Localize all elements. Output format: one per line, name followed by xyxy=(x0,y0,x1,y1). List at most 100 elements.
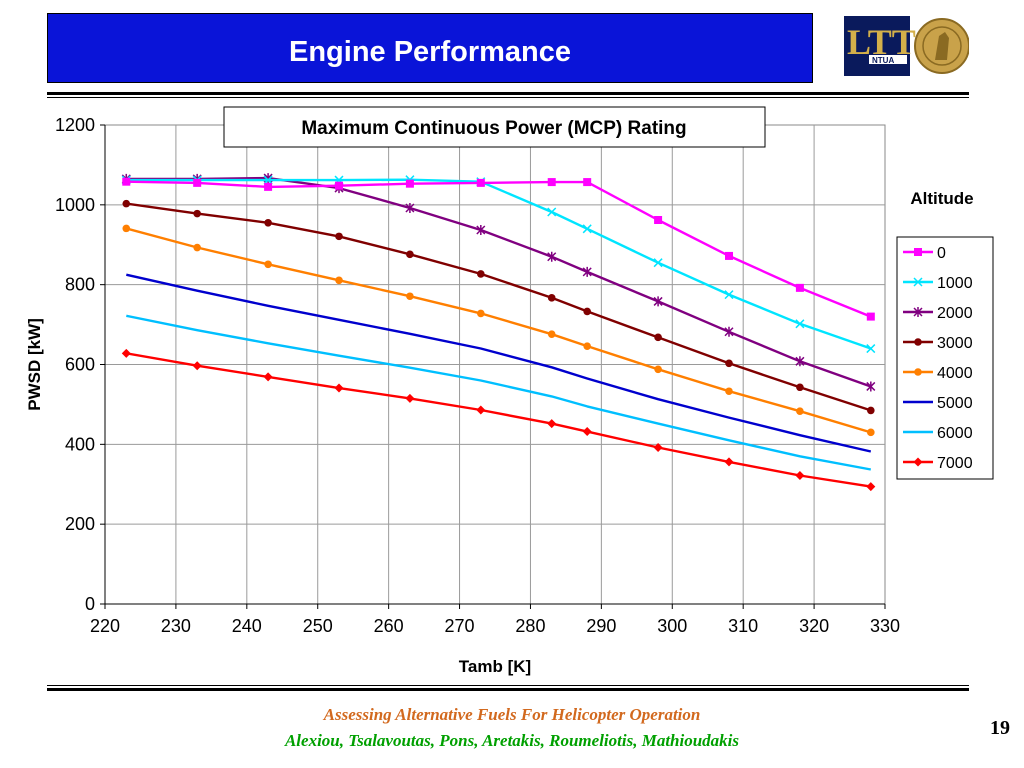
y-tick-label: 1200 xyxy=(55,115,95,135)
top-rule-thin xyxy=(47,97,969,98)
title-banner: Engine Performance xyxy=(47,13,813,83)
data-point-3000 xyxy=(867,406,875,415)
top-rule-thick xyxy=(47,92,969,95)
data-point-3000 xyxy=(406,250,414,259)
data-point-1000 xyxy=(653,258,663,268)
legend-marker-0 xyxy=(914,248,922,256)
series-line-1000 xyxy=(126,178,872,350)
legend-marker-1000 xyxy=(913,277,923,287)
data-point-0 xyxy=(795,283,804,292)
legend-label-1000: 1000 xyxy=(937,275,973,292)
data-point-7000 xyxy=(263,372,273,382)
data-point-3000 xyxy=(547,294,556,302)
legend-label-2000: 2000 xyxy=(937,305,973,322)
x-tick-label: 270 xyxy=(445,616,475,636)
x-tick-label: 280 xyxy=(515,616,545,636)
logo-ntua-bar xyxy=(869,55,907,64)
data-point-4000 xyxy=(796,407,804,416)
data-point-2000 xyxy=(582,266,592,277)
data-point-1000 xyxy=(866,344,876,354)
data-point-2000 xyxy=(795,356,805,367)
data-point-7000 xyxy=(547,419,557,429)
x-tick-label: 290 xyxy=(586,616,616,636)
data-point-3000 xyxy=(335,232,343,241)
x-axis-title: Tamb [K] xyxy=(459,657,531,676)
legend-label-3000: 3000 xyxy=(937,335,973,352)
y-axis-title: PWSD [kW] xyxy=(25,318,44,411)
x-tick-label: 300 xyxy=(657,616,687,636)
data-point-0 xyxy=(405,179,414,188)
data-point-3000 xyxy=(796,383,804,392)
series-line-7000 xyxy=(126,352,871,488)
logo-ntua-text: NTUA xyxy=(872,56,894,65)
series-line-2000 xyxy=(126,176,872,388)
data-point-1000 xyxy=(582,224,592,234)
data-point-4000 xyxy=(193,243,201,252)
x-tick-label: 230 xyxy=(161,616,191,636)
data-point-4000 xyxy=(583,342,591,350)
series-line-4000 xyxy=(125,227,872,434)
data-point-4000 xyxy=(477,309,485,318)
y-tick-label: 0 xyxy=(85,594,95,614)
data-point-0 xyxy=(476,178,485,187)
series-line-6000 xyxy=(126,314,872,471)
x-tick-label: 240 xyxy=(232,616,262,636)
data-point-0 xyxy=(547,178,556,187)
y-tick-label: 600 xyxy=(65,355,95,375)
data-point-1000 xyxy=(547,207,557,217)
x-tick-label: 310 xyxy=(728,616,758,636)
data-point-4000 xyxy=(547,330,556,338)
data-point-0 xyxy=(866,312,875,321)
data-point-7000 xyxy=(653,443,663,453)
data-point-3000 xyxy=(725,359,733,368)
data-point-4000 xyxy=(122,224,131,233)
data-point-7000 xyxy=(724,457,734,467)
series-line-3000 xyxy=(126,202,872,412)
data-point-3000 xyxy=(193,209,201,218)
legend-box xyxy=(896,236,994,480)
legend-label-4000: 4000 xyxy=(937,365,973,382)
data-point-0 xyxy=(654,216,663,225)
chart-title: Maximum Continuous Power (MCP) Rating xyxy=(301,118,686,139)
legend-label-5000: 5000 xyxy=(937,395,973,412)
mcp-line-chart: 220 230 240 250 260 270 280 290 300 310 320 330 0 200… xyxy=(25,106,994,676)
data-point-1000 xyxy=(724,290,734,300)
legend-label-6000: 6000 xyxy=(937,425,973,442)
legend-label-0: 0 xyxy=(937,245,946,262)
bottom-rule-thick xyxy=(47,688,969,691)
footer-title: Assessing Alternative Fuels For Helicopt… xyxy=(323,705,701,724)
y-tick-label: 1000 xyxy=(55,195,95,215)
data-point-2000 xyxy=(653,296,663,307)
page-number: 19 xyxy=(990,717,1010,739)
bottom-rule-thin xyxy=(47,685,969,686)
data-point-7000 xyxy=(476,405,486,415)
data-point-4000 xyxy=(264,260,272,269)
series-line-0 xyxy=(126,180,872,318)
y-tick-label: 400 xyxy=(65,434,95,454)
data-point-0 xyxy=(725,251,733,260)
data-point-4000 xyxy=(654,365,662,374)
data-point-2000 xyxy=(476,224,486,235)
x-tick-label: 250 xyxy=(303,616,333,636)
y-tick-label: 800 xyxy=(65,275,95,295)
data-point-2000 xyxy=(405,203,415,214)
data-point-0 xyxy=(122,177,131,186)
ntua-ltt-logo: LTT NTUA xyxy=(844,16,969,76)
data-point-0 xyxy=(193,178,202,187)
data-point-3000 xyxy=(264,218,272,227)
x-tick-label: 220 xyxy=(90,616,120,636)
data-point-1000 xyxy=(795,319,805,329)
slide-title: Engine Performance xyxy=(288,36,572,68)
data-point-7000 xyxy=(192,361,202,371)
data-point-7000 xyxy=(121,348,131,358)
data-point-4000 xyxy=(406,292,414,301)
legend-marker-2000 xyxy=(913,307,923,317)
legend-marker-3000 xyxy=(914,338,922,346)
x-tick-label: 320 xyxy=(799,616,829,636)
data-point-3000 xyxy=(122,199,131,208)
data-point-4000 xyxy=(335,276,343,285)
chart-title-box xyxy=(223,106,766,148)
data-point-2000 xyxy=(724,326,734,337)
x-tick-label: 330 xyxy=(870,616,900,636)
data-point-7000 xyxy=(866,482,876,492)
